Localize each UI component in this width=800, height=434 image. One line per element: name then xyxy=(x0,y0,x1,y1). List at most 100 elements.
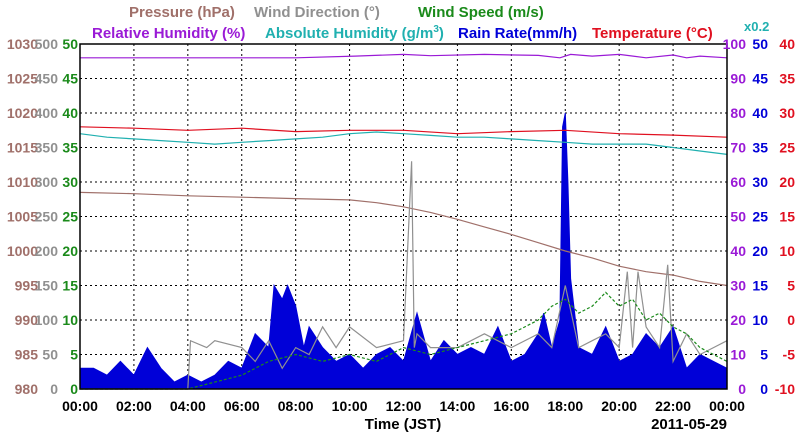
y-tick-humidity: 70 xyxy=(730,140,746,156)
y-tick-humidity: 50 xyxy=(730,209,746,225)
y-tick-humidity: 60 xyxy=(730,174,746,190)
series-line-temperature-c xyxy=(79,126,728,138)
x-tick-label: 16:00 xyxy=(493,398,529,414)
y-tick-rain-rate: 50 xyxy=(752,36,768,52)
y-tick-wind-speed: 20 xyxy=(62,243,78,259)
x-tick-label: 06:00 xyxy=(224,398,260,414)
x-tick-label: 18:00 xyxy=(547,398,583,414)
x-axis-label: Time (JST) xyxy=(365,416,441,433)
y-tick-pressure: 995 xyxy=(15,278,39,294)
x-tick-label: 08:00 xyxy=(278,398,314,414)
legend-relative-humidity: Relative Humidity (%) xyxy=(92,25,245,42)
y-tick-wind-speed: 5 xyxy=(70,347,78,363)
y-tick-wind-direction: 250 xyxy=(35,209,59,225)
legend-wind-direction: Wind Direction (°) xyxy=(254,4,380,21)
y-tick-wind-direction: 50 xyxy=(42,347,58,363)
y-tick-wind-speed: 50 xyxy=(62,36,78,52)
legend-absolute-humidity-sup: 3 xyxy=(433,24,439,35)
x-tick-label: 10:00 xyxy=(332,398,368,414)
y-tick-temperature: 10 xyxy=(779,243,795,259)
rain-rate-area xyxy=(79,112,728,390)
legend-temperature: Temperature (°C) xyxy=(592,25,713,42)
y-tick-wind-direction: 0 xyxy=(50,381,58,397)
y-tick-rain-rate: 5 xyxy=(760,347,768,363)
y-tick-wind-speed: 35 xyxy=(62,140,78,156)
x-tick-label: 02:00 xyxy=(116,398,152,414)
y-tick-humidity: 80 xyxy=(730,105,746,121)
y-tick-humidity: 40 xyxy=(730,243,746,259)
y-tick-wind-direction: 500 xyxy=(35,36,59,52)
y-tick-wind-speed: 15 xyxy=(62,278,78,294)
y-tick-temperature: 20 xyxy=(779,174,795,190)
y-tick-pressure: 985 xyxy=(15,347,39,363)
y-tick-humidity: 100 xyxy=(723,36,747,52)
y-tick-pressure: 980 xyxy=(15,381,39,397)
y-tick-rain-rate: 45 xyxy=(752,71,768,87)
series-line-absolute-humidity-g-m3 xyxy=(79,131,728,155)
rain-rate-fill xyxy=(79,112,728,390)
y-tick-rain-rate: 20 xyxy=(752,243,768,259)
y-tick-rain-rate: 0 xyxy=(760,381,768,397)
y-tick-humidity: 20 xyxy=(730,312,746,328)
y-tick-pressure: 1020 xyxy=(7,105,38,121)
series-lines xyxy=(79,53,728,390)
y-tick-humidity: 30 xyxy=(730,278,746,294)
y-tick-rain-rate: 15 xyxy=(752,278,768,294)
y-tick-humidity: 10 xyxy=(730,347,746,363)
y-tick-temperature: 25 xyxy=(779,140,795,156)
y-tick-wind-direction: 350 xyxy=(35,140,59,156)
legend-scale-note: x0.2 xyxy=(744,19,769,34)
x-tick-label: 20:00 xyxy=(601,398,637,414)
y-tick-rain-rate: 35 xyxy=(752,140,768,156)
y-tick-pressure: 1005 xyxy=(7,209,38,225)
y-tick-humidity: 0 xyxy=(738,381,746,397)
y-tick-pressure: 1015 xyxy=(7,140,38,156)
y-tick-pressure: 1025 xyxy=(7,71,38,87)
y-tick-rain-rate: 30 xyxy=(752,174,768,190)
series-line-relative-humidity xyxy=(80,53,728,59)
y-tick-wind-direction: 150 xyxy=(35,278,59,294)
legend-wind-speed: Wind Speed (m/s) xyxy=(418,4,544,21)
y-tick-temperature: 0 xyxy=(787,312,795,328)
y-tick-wind-direction: 300 xyxy=(35,174,59,190)
x-tick-label: 00:00 xyxy=(62,398,98,414)
x-tick-label: 22:00 xyxy=(655,398,691,414)
y-tick-wind-speed: 0 xyxy=(70,381,78,397)
y-tick-temperature: 30 xyxy=(779,105,795,121)
legend-absolute-humidity: Absolute Humidity (g/m3) xyxy=(265,24,444,42)
series-line-pressure-hpa xyxy=(79,191,728,287)
y-tick-temperature: 35 xyxy=(779,71,795,87)
y-tick-wind-speed: 45 xyxy=(62,71,78,87)
legend-absolute-humidity-tail: ) xyxy=(439,25,444,42)
y-tick-rain-rate: 10 xyxy=(752,312,768,328)
y-tick-temperature: -10 xyxy=(775,381,795,397)
axes-labels: 1030102510201015101010051000995990985980… xyxy=(7,36,795,414)
y-tick-pressure: 1010 xyxy=(7,174,38,190)
legend-absolute-humidity-text: Absolute Humidity (g/m xyxy=(265,25,433,42)
series-line-wind-speed-m-s xyxy=(80,291,728,390)
y-tick-wind-speed: 40 xyxy=(62,105,78,121)
y-tick-wind-direction: 450 xyxy=(35,71,59,87)
y-tick-pressure: 990 xyxy=(15,312,39,328)
x-tick-label: 12:00 xyxy=(386,398,422,414)
x-tick-label: 04:00 xyxy=(170,398,206,414)
y-tick-wind-speed: 30 xyxy=(62,174,78,190)
y-tick-pressure: 1030 xyxy=(7,36,38,52)
y-tick-wind-direction: 100 xyxy=(35,312,59,328)
x-tick-label: 00:00 xyxy=(709,398,745,414)
y-tick-temperature: 40 xyxy=(779,36,795,52)
y-tick-wind-speed: 10 xyxy=(62,312,78,328)
y-tick-temperature: 15 xyxy=(779,209,795,225)
y-tick-rain-rate: 25 xyxy=(752,209,768,225)
y-tick-pressure: 1000 xyxy=(7,243,38,259)
y-tick-wind-direction: 400 xyxy=(35,105,59,121)
legend-rain-rate: Rain Rate(mm/h) xyxy=(458,25,577,42)
x-tick-label: 14:00 xyxy=(440,398,476,414)
y-tick-temperature: 5 xyxy=(787,278,795,294)
date-label: 2011-05-29 xyxy=(651,416,727,433)
y-tick-wind-speed: 25 xyxy=(62,209,78,225)
y-tick-temperature: -5 xyxy=(783,347,796,363)
legend-pressure: Pressure (hPa) xyxy=(129,4,235,21)
y-tick-humidity: 90 xyxy=(730,71,746,87)
